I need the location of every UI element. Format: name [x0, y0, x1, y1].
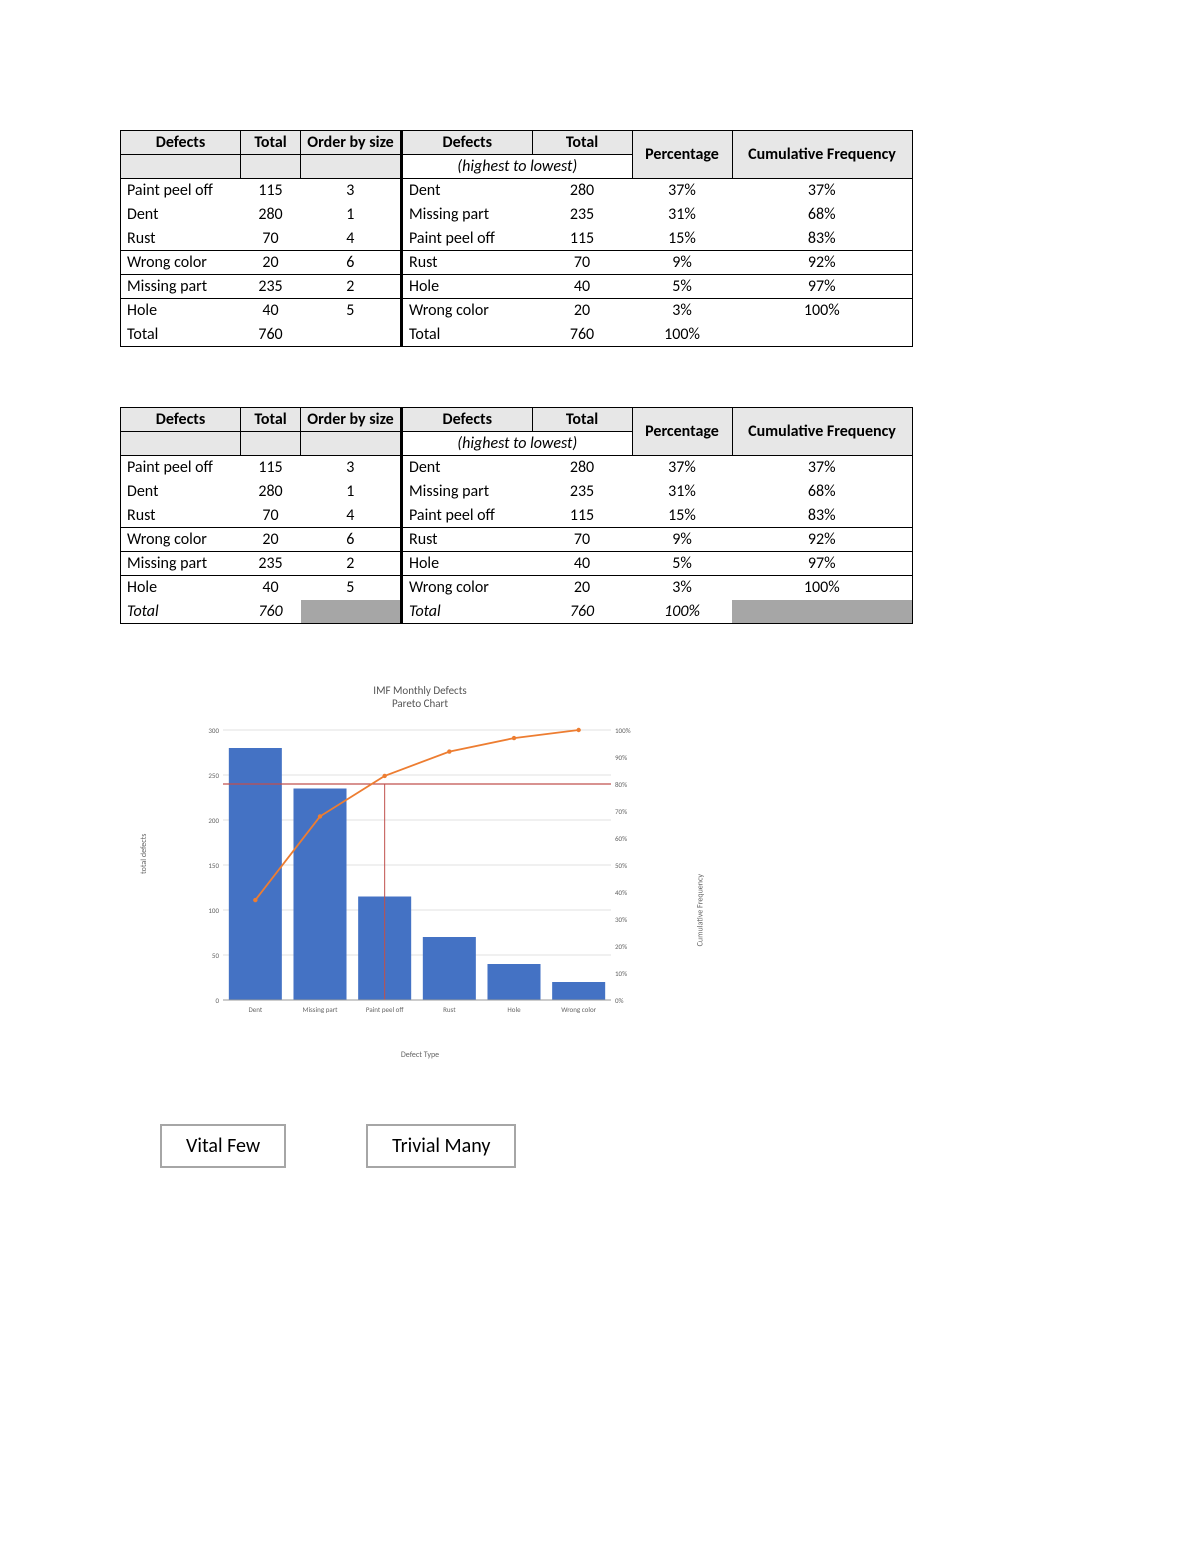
table-row: Wrong color206: [121, 251, 401, 275]
subheader: (highest to lowest): [402, 155, 632, 179]
table-row: Paint peel off1153: [121, 456, 401, 480]
table-row: Dent2801: [121, 480, 401, 504]
table-row: Hole405%97%: [402, 552, 912, 576]
svg-text:50: 50: [212, 951, 220, 960]
table-row: Wrong color203%100%: [402, 576, 912, 600]
table-1-right: Defects Total Percentage Cumulative Freq…: [401, 130, 913, 347]
svg-text:Paint peel off: Paint peel off: [366, 1005, 404, 1014]
table-row: Wrong color203%100%: [402, 299, 912, 323]
table-row: Paint peel off1153: [121, 179, 401, 203]
pareto-chart: IMF Monthly Defects Pareto Chart 0 50 100 1…: [140, 684, 700, 1064]
col-total: Total: [241, 131, 301, 155]
trivial-many-box: Trivial Many: [366, 1124, 516, 1168]
table-row: Hole405: [121, 299, 401, 323]
table-2-left: Defects Total Order by size Paint peel o…: [120, 407, 401, 624]
svg-text:70%: 70%: [615, 807, 627, 816]
table-2-right: Defects Total Percentage Cumulative Freq…: [401, 407, 913, 624]
table-row: Rust704: [121, 227, 401, 251]
svg-text:300: 300: [208, 726, 219, 735]
table-row: Missing part2352: [121, 552, 401, 576]
table-row: Missing part2352: [121, 275, 401, 299]
page: Defects Total Order by size Paint peel o…: [0, 0, 1200, 1553]
table-row: Dent28037%37%: [402, 456, 912, 480]
svg-text:0: 0: [215, 996, 219, 1005]
table-row: Missing part23531%68%: [402, 480, 912, 504]
svg-text:100: 100: [208, 906, 219, 915]
svg-text:10%: 10%: [615, 969, 627, 978]
plot-area: 0 50 100 150 200 250 300 0% 10% 20% 30% 40% 50% 60% 70…: [195, 724, 645, 1024]
col-pct: Percentage: [632, 131, 732, 179]
label-row: Vital Few Trivial Many: [120, 1124, 1080, 1168]
svg-text:50%: 50%: [615, 861, 627, 870]
vital-few-box: Vital Few: [160, 1124, 286, 1168]
defects-table-1: Defects Total Order by size Paint peel o…: [120, 130, 1080, 347]
y-right-label: Cumulative Frequency: [695, 874, 705, 946]
svg-text:Dent: Dent: [248, 1005, 262, 1014]
total-label: Total: [121, 323, 241, 347]
svg-text:Missing part: Missing part: [302, 1005, 338, 1014]
svg-text:200: 200: [208, 816, 219, 825]
col-total2: Total: [532, 131, 632, 155]
svg-text:20%: 20%: [615, 942, 627, 951]
defects-table-2: Defects Total Order by size Paint peel o…: [120, 407, 1080, 624]
table-row: Dent28037%37%: [402, 179, 912, 203]
col-defects2: Defects: [402, 131, 532, 155]
table-row: Rust709%92%: [402, 528, 912, 552]
chart-title: IMF Monthly Defects Pareto Chart: [140, 684, 700, 710]
table-row: Hole405: [121, 576, 401, 600]
table-row: Paint peel off11515%83%: [402, 504, 912, 528]
table-row: Hole405%97%: [402, 275, 912, 299]
x-axis-label: Defect Type: [140, 1050, 700, 1060]
total-value2: 760: [532, 323, 632, 347]
table-row: Wrong color206: [121, 528, 401, 552]
svg-text:40%: 40%: [615, 888, 627, 897]
total-label2: Total: [402, 323, 532, 347]
total-value: 760: [241, 323, 301, 347]
svg-text:60%: 60%: [615, 834, 627, 843]
svg-text:30%: 30%: [615, 915, 627, 924]
svg-text:80%: 80%: [615, 780, 627, 789]
table-row: Rust704: [121, 504, 401, 528]
y-left-label: total defects: [139, 834, 149, 874]
svg-text:Wrong color: Wrong color: [561, 1005, 596, 1014]
svg-text:Rust: Rust: [443, 1005, 456, 1014]
table-row: Paint peel off11515%83%: [402, 227, 912, 251]
svg-text:90%: 90%: [615, 753, 627, 762]
col-cum: Cumulative Frequency: [732, 131, 912, 179]
col-defects: Defects: [121, 131, 241, 155]
table-row: Dent2801: [121, 203, 401, 227]
svg-text:250: 250: [208, 771, 219, 780]
svg-text:Hole: Hole: [507, 1005, 521, 1014]
col-order: Order by size: [301, 131, 401, 155]
table-1-left: Defects Total Order by size Paint peel o…: [120, 130, 401, 347]
svg-text:150: 150: [208, 861, 219, 870]
table-row: Missing part23531%68%: [402, 203, 912, 227]
table-row: Rust709%92%: [402, 251, 912, 275]
svg-text:100%: 100%: [615, 726, 631, 735]
total-pct: 100%: [632, 323, 732, 347]
svg-text:0%: 0%: [615, 996, 624, 1005]
